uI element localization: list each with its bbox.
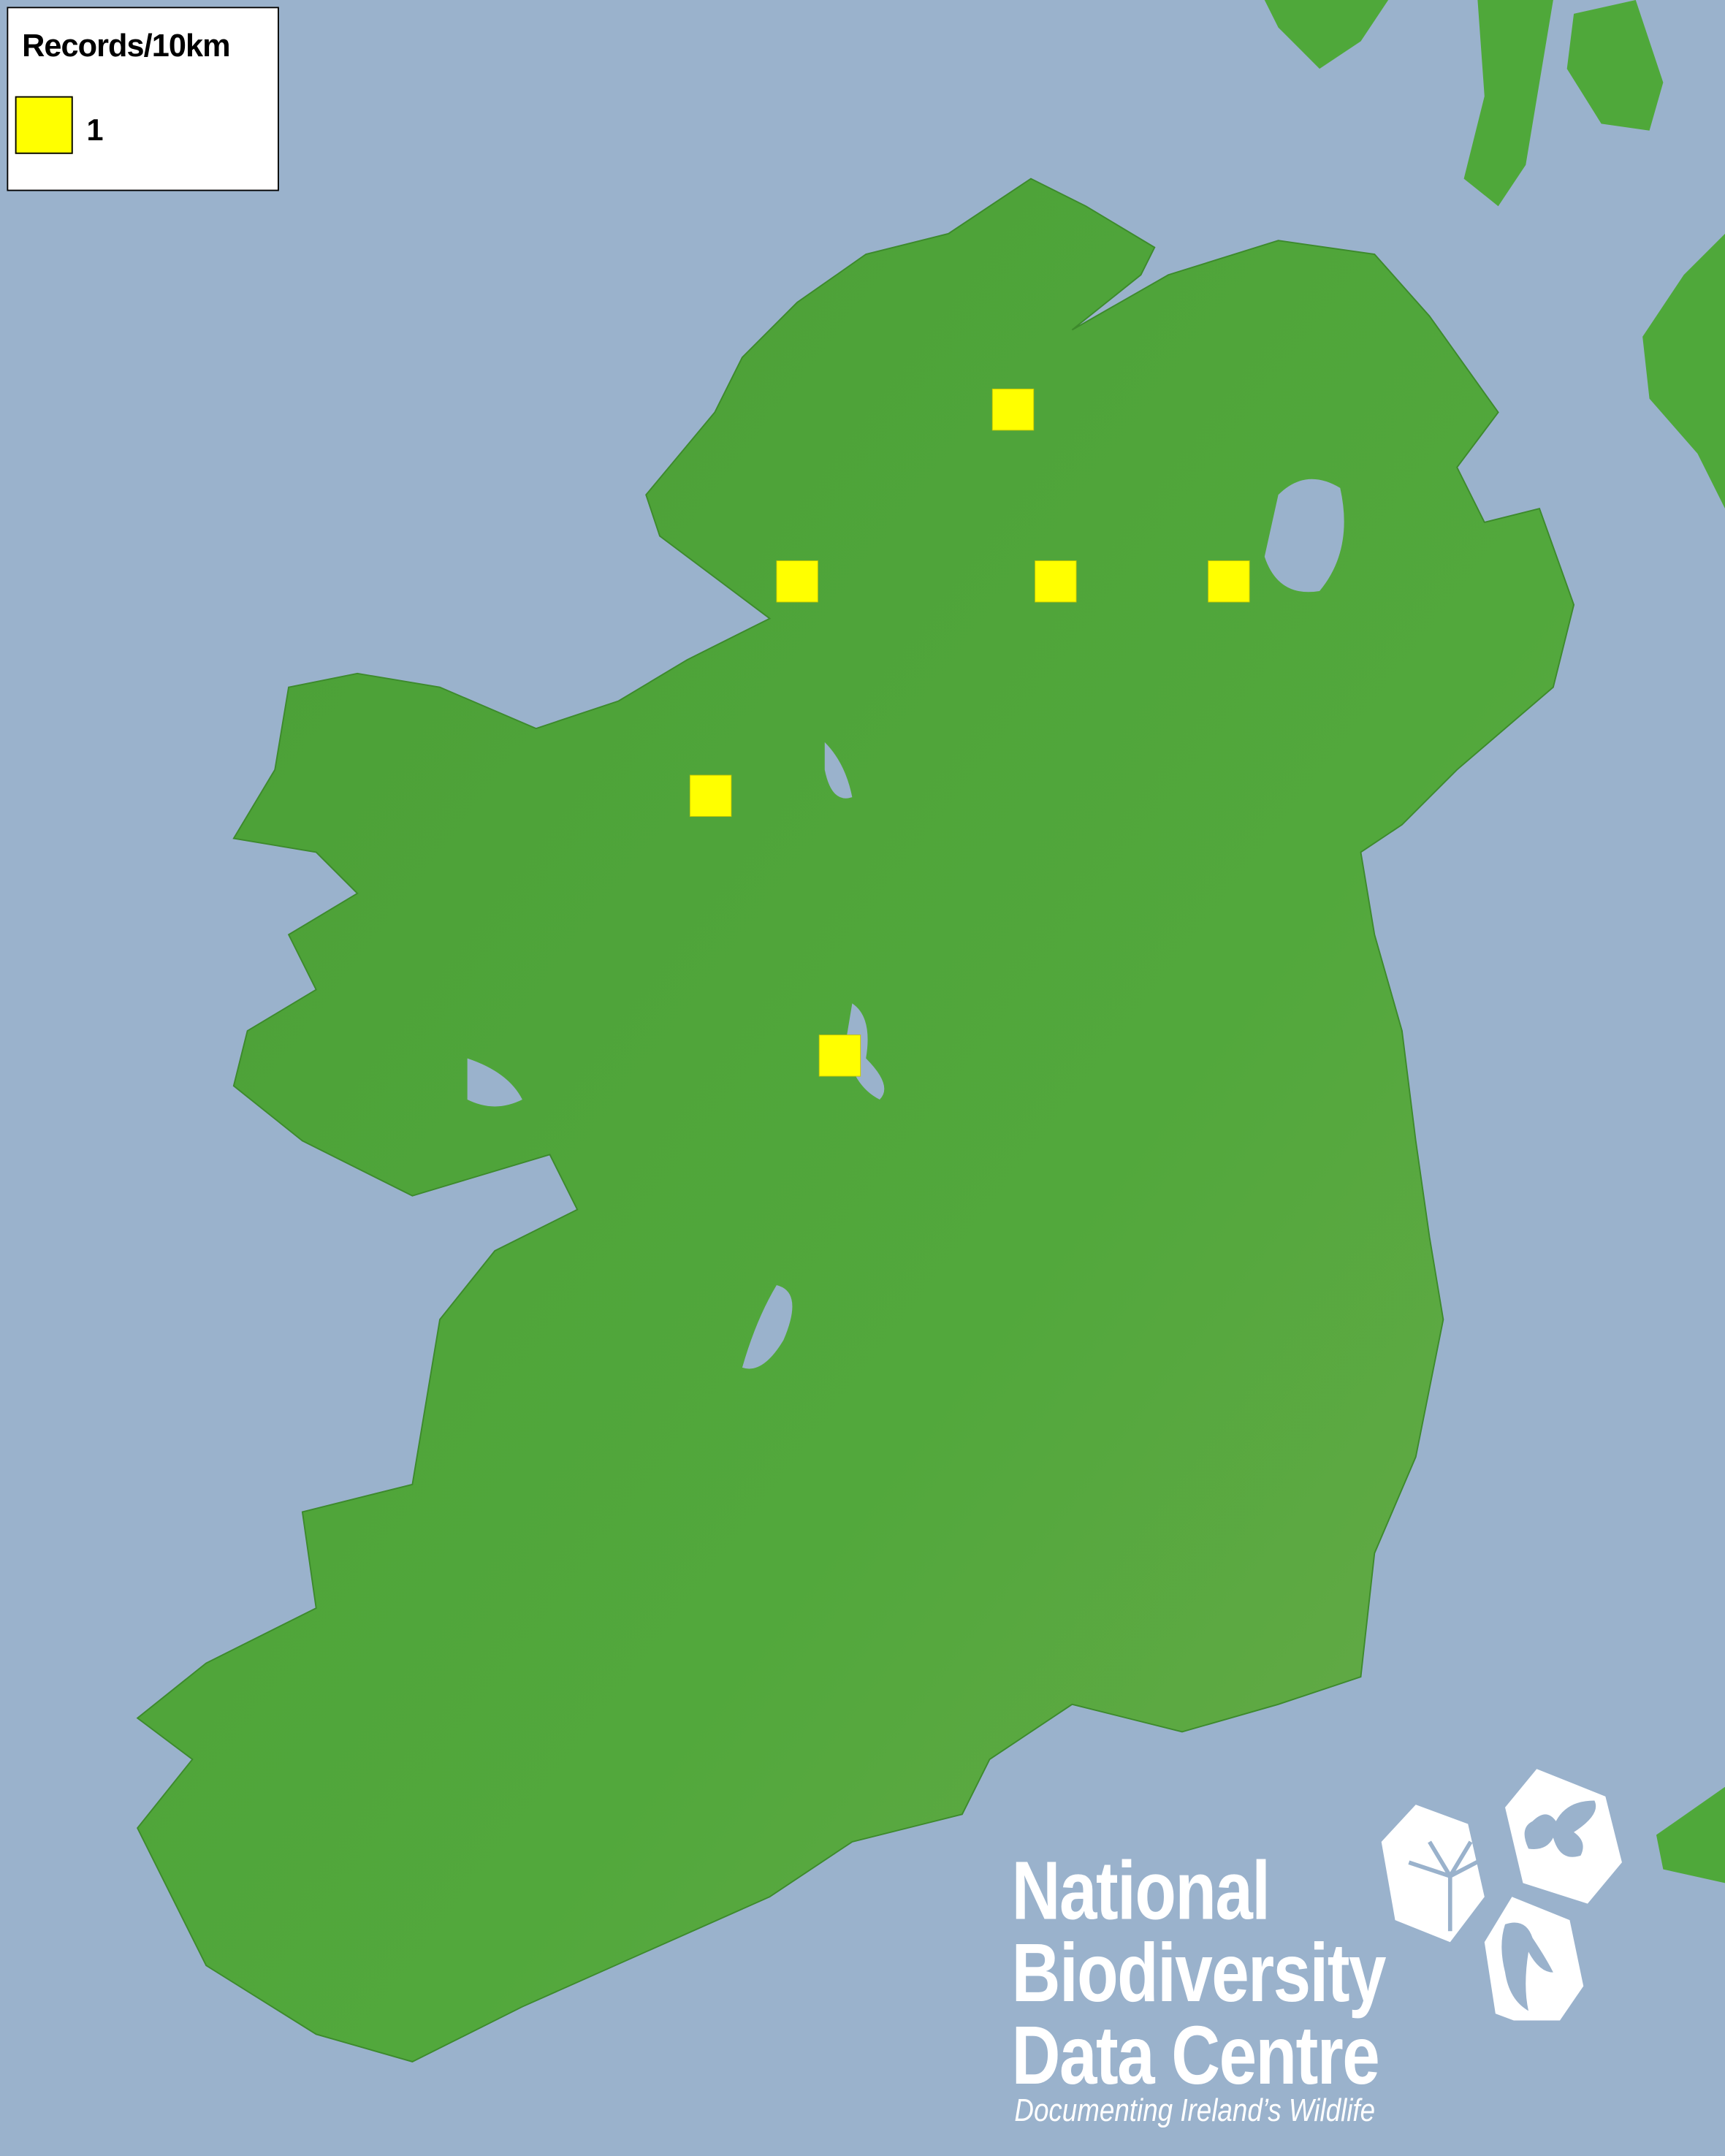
- seahorse-icon: [1501, 1922, 1553, 2011]
- record-square: [818, 1035, 861, 1077]
- lough-corrib: [467, 1058, 522, 1107]
- lough-ree: [845, 1003, 885, 1100]
- record-squares: [689, 388, 1250, 1077]
- scotland-island: [1264, 0, 1389, 69]
- logo-tagline: Documenting Ireland’s Wildlife: [1014, 2092, 1376, 2128]
- legend-swatch-yellow: [15, 96, 73, 154]
- nbdc-logo-hexagons: [1381, 1769, 1622, 2021]
- tree-icon: [1408, 1840, 1483, 1932]
- scotland-island: [1566, 0, 1664, 131]
- scotland-coast: [1642, 233, 1725, 509]
- record-square: [776, 560, 818, 603]
- ireland-landmass: [136, 178, 1575, 2062]
- scotland-island: [1463, 0, 1553, 207]
- record-square: [991, 388, 1035, 431]
- record-square: [689, 774, 732, 817]
- legend: Records/10km 1: [7, 7, 279, 191]
- lough-erne: [824, 742, 853, 799]
- logo-text-line2: Biodiversity: [1011, 1927, 1387, 2019]
- legend-title: Records/10km: [22, 27, 230, 64]
- record-square: [1208, 560, 1250, 603]
- lough-neagh: [1264, 479, 1344, 593]
- logo-text-line3: Data Centre: [1011, 2009, 1380, 2102]
- record-square: [1035, 560, 1077, 603]
- lough-derg: [742, 1285, 793, 1369]
- legend-label: 1: [86, 113, 104, 148]
- tree-hexagon-icon: [1381, 1805, 1485, 1943]
- butterfly-icon: [1524, 1800, 1596, 1857]
- logo-text-line1: National: [1011, 1844, 1271, 1937]
- scotland-coast: [1656, 1786, 1725, 1883]
